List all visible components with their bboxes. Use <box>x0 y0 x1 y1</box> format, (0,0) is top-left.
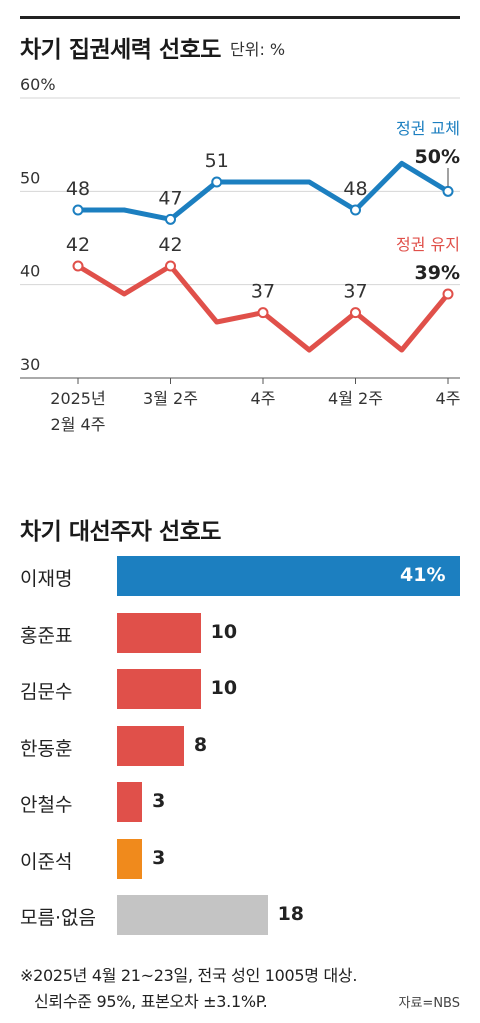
line-chart: 60% 50 40 30 2025년 2월 4주 3월 2주 4주 4월 2주 4주 48 47 51 4… <box>20 75 461 434</box>
bar <box>117 838 143 879</box>
bar-category-label: 한동훈 <box>20 737 73 760</box>
data-point <box>165 260 176 272</box>
bar-value-label: 10 <box>210 620 238 643</box>
last-value-label: 39% <box>415 262 460 284</box>
bar-category-label: 김문수 <box>20 681 73 703</box>
bar-category-label: 이재명 <box>20 568 73 590</box>
series-line <box>78 160 450 222</box>
data-label: 37 <box>343 281 367 303</box>
bar <box>117 895 268 935</box>
bar-category-label: 모름·없음 <box>20 907 96 929</box>
bar <box>117 669 201 709</box>
bar <box>117 612 201 653</box>
bar <box>117 556 460 596</box>
x-tick-label: 4월 2주 <box>328 389 383 408</box>
data-point <box>165 213 176 225</box>
data-label: 37 <box>251 281 275 303</box>
top-rule <box>20 16 460 19</box>
data-point <box>257 307 269 319</box>
x-tick-label: 4주 <box>436 389 461 408</box>
bar-category-label: 안철수 <box>20 794 73 816</box>
y-tick-label: 60% <box>20 75 56 94</box>
bar-category-label: 이준석 <box>20 850 73 873</box>
bar-value-label: 3 <box>152 846 166 869</box>
y-tick-label: 30 <box>20 355 40 374</box>
data-point <box>72 260 84 272</box>
y-tick-label: 50 <box>20 168 40 187</box>
source-label: 자료=NBS <box>398 996 460 1011</box>
unit-label: 단위: % <box>230 40 286 59</box>
bar-value-label: 41% <box>400 564 446 586</box>
x-tick-label: 4주 <box>251 389 276 408</box>
data-label: 42 <box>66 234 90 256</box>
data-point <box>350 307 361 319</box>
bar-category-label: 홍준표 <box>20 624 73 647</box>
last-value-label: 50% <box>415 146 460 168</box>
data-point <box>350 204 361 216</box>
bar-value-label: 3 <box>152 790 166 812</box>
bar-value-label: 8 <box>193 733 208 756</box>
data-label: 42 <box>158 234 182 256</box>
series-name: 정권 교체 <box>396 119 460 138</box>
survey-note-2: 신뢰수준 95%, 표본오차 ±3.1%P. <box>34 992 268 1011</box>
bar-value-label: 18 <box>277 903 305 925</box>
x-tick-label: 3월 2주 <box>143 389 198 408</box>
data-point <box>442 288 454 300</box>
data-point <box>442 185 454 197</box>
data-point <box>72 204 84 216</box>
data-label: 47 <box>158 187 182 209</box>
bar-value-label: 10 <box>210 677 238 699</box>
data-point <box>211 176 223 188</box>
bar <box>117 725 184 766</box>
x-tick-label: 2월 4주 <box>51 415 106 434</box>
x-tick-label: 2025년 <box>50 389 105 408</box>
series-name: 정권 유지 <box>396 235 460 254</box>
y-tick-label: 40 <box>20 262 40 281</box>
line-chart-title: 차기 집권세력 선호도 <box>20 37 221 63</box>
bar-chart-title: 차기 대선주자 선호도 <box>20 519 221 545</box>
data-label: 51 <box>205 150 229 172</box>
survey-note-1: ※2025년 4월 21~23일, 전국 성인 1005명 대상. <box>20 966 358 985</box>
bar <box>117 782 143 822</box>
data-label: 48 <box>343 178 367 200</box>
data-label: 48 <box>66 178 90 200</box>
